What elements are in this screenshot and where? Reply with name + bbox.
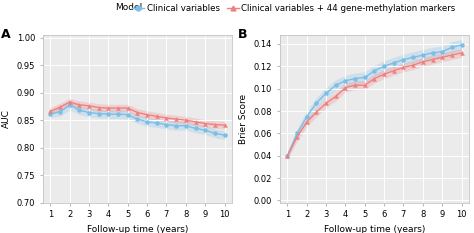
Text: A: A (1, 28, 10, 41)
Legend: Clinical variables, Clinical variables + 44 gene-methylation markers: Clinical variables, Clinical variables +… (132, 4, 456, 13)
Text: B: B (238, 28, 247, 41)
Y-axis label: Brier Score: Brier Score (239, 94, 248, 144)
X-axis label: Follow-up time (years): Follow-up time (years) (324, 225, 425, 233)
Text: Model: Model (115, 3, 142, 13)
X-axis label: Follow-up time (years): Follow-up time (years) (87, 225, 188, 233)
Y-axis label: AUC: AUC (2, 109, 11, 128)
